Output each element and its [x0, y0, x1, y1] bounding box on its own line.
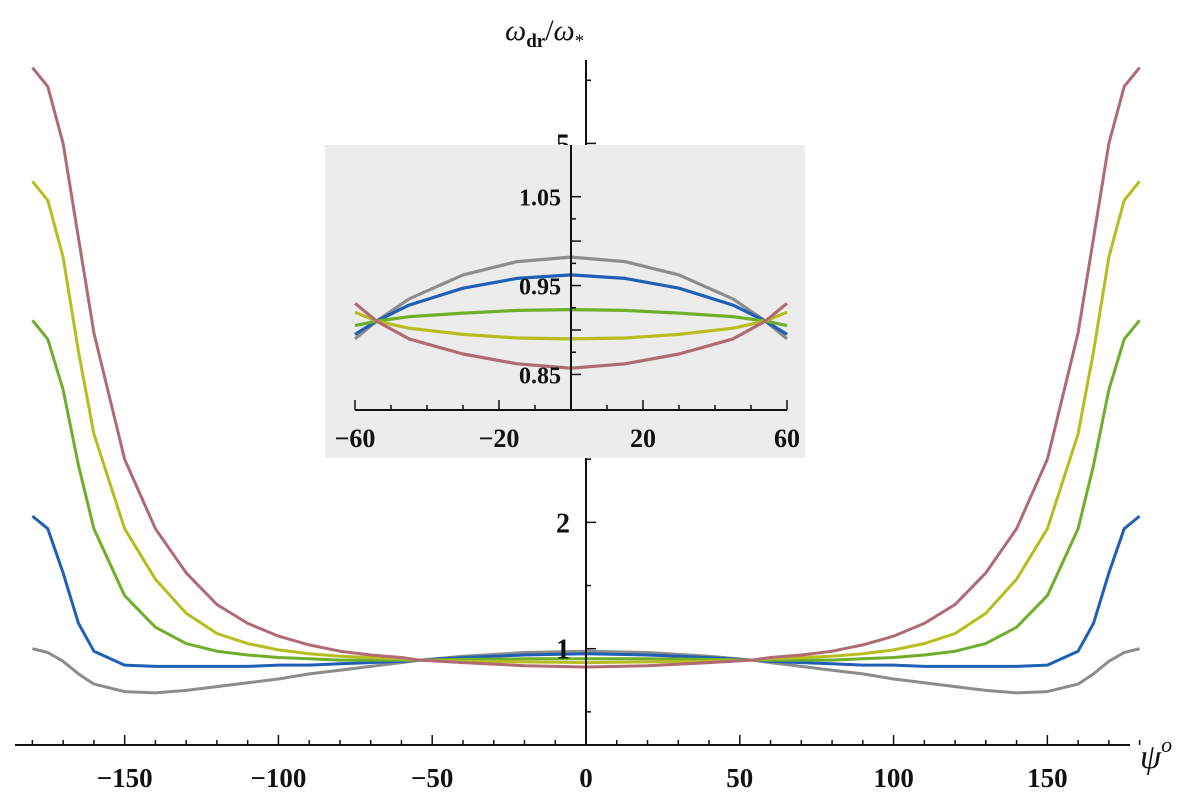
- main-x-tick-label: 100: [873, 763, 914, 793]
- inset-background: [325, 145, 805, 458]
- inset-y-tick-label: 0.85: [519, 363, 561, 389]
- main-y-tick-label: 2: [556, 508, 570, 539]
- main-x-tick-label: −100: [250, 763, 306, 793]
- inset-y-tick-label: 0.95: [519, 275, 561, 301]
- main-x-tick-label: 150: [1027, 763, 1068, 793]
- main-y-tick-label: 1: [556, 635, 570, 666]
- inset-panel: −60 −20 20 60 0.85 0.95 1.05: [325, 145, 805, 458]
- inset-x-tick-label: −60: [335, 424, 376, 453]
- main-x-tick-label: −50: [411, 763, 453, 793]
- main-x-tick-label: −150: [97, 763, 153, 793]
- inset-y-tick-label: 1.05: [519, 186, 561, 212]
- inset-x-tick-label: 60: [774, 424, 800, 453]
- y-axis-title: ωdr/ω*: [505, 14, 584, 52]
- inset-axes: −60 −20 20 60 0.85 0.95 1.05: [335, 145, 800, 453]
- inset-x-tick-label: 20: [630, 424, 656, 453]
- inset-x-tick-label: −20: [479, 424, 520, 453]
- main-x-tick-label: 0: [579, 763, 593, 793]
- main-x-tick-label: 50: [726, 763, 753, 793]
- x-axis-title: ψo: [1140, 732, 1172, 776]
